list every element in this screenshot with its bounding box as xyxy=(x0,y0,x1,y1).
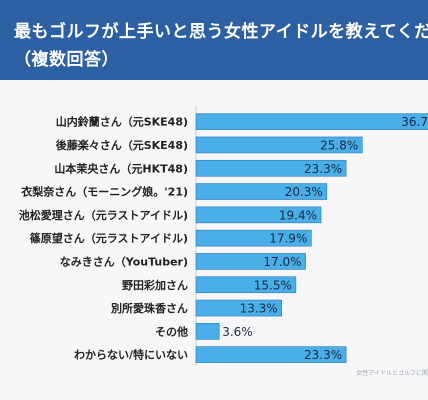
bar xyxy=(195,113,428,130)
value-label: 17.0% xyxy=(263,255,301,269)
bar xyxy=(195,346,347,363)
value-label: 20.3% xyxy=(285,185,323,199)
chart-subtitle: （複数回答） xyxy=(14,50,119,70)
category-label: 野田彩加さん xyxy=(122,278,188,292)
value-label: 23.3% xyxy=(304,348,342,362)
title-banner: 最もゴルフが上手いと思う女性アイドルを教えてくださ （複数回答） xyxy=(0,0,428,80)
bar xyxy=(195,159,347,177)
category-label: 山本茉央さん（元HKT48) xyxy=(54,161,188,175)
category-label: 山内鈴蘭さん（元SKE48) xyxy=(56,115,188,129)
category-label: 衣梨奈さん（モーニング娘。'21) xyxy=(21,185,188,199)
value-label: 13.3% xyxy=(240,302,278,316)
bar xyxy=(195,299,283,317)
category-label: わからない/特にいない xyxy=(74,348,188,362)
source-note: 女性アイドルとゴルフに関 xyxy=(356,370,428,377)
value-label: 36.7 xyxy=(401,115,428,129)
category-label: 池松愛理さん（元ラストアイドル) xyxy=(19,208,188,222)
category-label: 後藤楽々さん（元SKE48) xyxy=(56,138,188,152)
bar xyxy=(195,183,328,200)
value-label: 25.8% xyxy=(320,138,358,152)
value-label: 3.6% xyxy=(222,325,253,339)
value-label: 19.4% xyxy=(279,208,317,222)
bar xyxy=(195,206,322,224)
chart-title: 最もゴルフが上手いと思う女性アイドルを教えてくださ xyxy=(14,22,428,42)
value-label: 15.5% xyxy=(254,278,292,292)
category-label: その他 xyxy=(155,324,188,338)
bar xyxy=(195,323,220,340)
value-label: 17.9% xyxy=(269,232,307,246)
category-label: 別所愛珠香さん xyxy=(110,301,188,315)
value-label: 23.3% xyxy=(304,162,342,176)
bar xyxy=(195,276,297,294)
category-label: 篠原望さん（元ラストアイドル) xyxy=(30,231,188,245)
bar xyxy=(195,136,363,154)
category-label: なみきさん（YouTuber) xyxy=(60,255,188,268)
bar xyxy=(195,229,312,247)
bar xyxy=(195,253,306,270)
